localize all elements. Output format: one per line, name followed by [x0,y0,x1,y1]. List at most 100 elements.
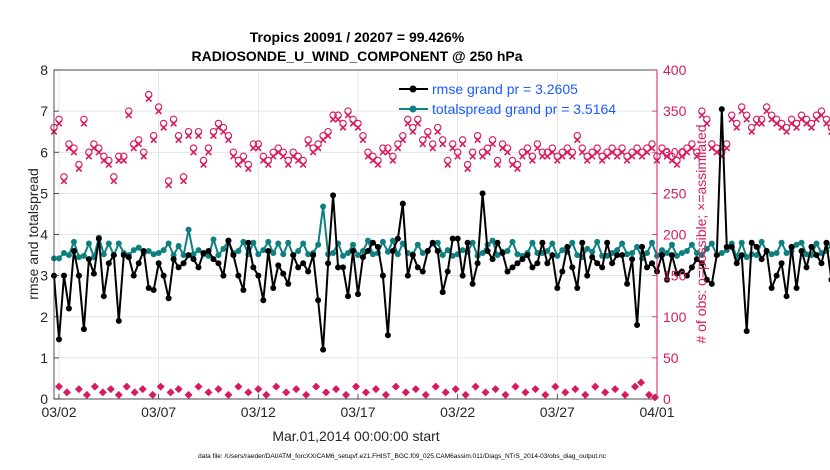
y-axis-right-ticks: 0 50 100 150 200 250 300 350 400 [652,62,687,407]
obs-low-marker [214,385,223,394]
obs-assimilated-stroke [808,124,815,131]
totalspread-point [634,243,641,250]
obs-assimilated-marker [703,120,711,127]
rmse-point [584,272,591,279]
obs-low-marker [521,388,530,397]
rmse-point [65,305,72,312]
obs-low-marker [571,385,580,394]
totalspread-point [100,251,107,258]
totalspread-point [778,239,785,246]
totalspread-point [649,239,656,246]
obs-assimilated-marker [429,144,437,152]
obs-assimilated-marker [753,120,761,127]
obs-assimilated-marker [823,120,830,127]
obs-assimilated-marker [748,128,756,136]
obs-assimilated-stroke [230,152,237,160]
rmse-point [489,256,496,263]
obs-assimilated-marker [264,161,272,168]
obs-assimilated-stroke [279,152,287,160]
obs-assimilated-marker [140,152,148,160]
obs-low-marker [194,382,203,391]
rmse-point [778,260,785,267]
obs-low-marker [98,388,107,397]
totalspread-point [663,250,670,257]
rmse-point [743,328,750,335]
rmse-point [100,293,107,300]
totalspread-point [773,250,780,257]
totalspread-point [350,241,357,248]
rmse-point [85,256,92,263]
obs-assimilated-marker [284,161,292,168]
obs-assimilated-marker [439,140,447,148]
obs-assimilated-marker [75,165,83,173]
obs-assimilated-stroke [175,136,182,144]
rmse-point [514,260,521,267]
obs-assimilated-stroke [798,115,805,123]
totalspread-point [569,239,576,246]
totalspread-point [105,240,112,247]
totalspread-point [320,203,327,210]
obs-assimilated-marker [85,152,93,160]
rmse-point [260,297,267,304]
obs-assimilated-stroke [434,128,442,136]
totalspread-point [379,238,386,245]
obs-assimilated-stroke [474,136,481,144]
totalspread-point [295,247,302,254]
totalspread-point [544,247,551,254]
obs-assimilated-stroke [55,120,63,127]
rmse-point [265,247,272,254]
totalspread-point [384,248,391,255]
rmse-point [205,247,212,254]
y-left-tick-label: 3 [40,268,48,284]
rmse-point [340,264,347,271]
obs-low-marker [471,382,480,391]
obs-assimilated-marker [120,157,128,164]
totalspread-point [559,247,566,254]
totalspread-point [80,252,87,259]
obs-assimilated-marker [723,144,731,152]
rmse-point [718,106,725,113]
obs-assimilated-stroke [294,157,302,164]
rmse-point [813,252,820,259]
rmse-point [150,287,157,294]
obs-assimilated-stroke [115,157,123,164]
obs-assimilated-stroke [80,120,88,127]
rmse-point [130,272,137,279]
rmse-point [80,326,87,333]
obs-assimilated-stroke [75,165,83,173]
obs-assimilated-marker [220,128,227,136]
obs-assimilated-stroke [688,144,696,152]
obs-assimilated-stroke [713,148,721,156]
obs-assimilated-marker [244,165,252,173]
y-left-tick-label: 8 [40,62,48,78]
totalspread-point [718,250,725,257]
obs-assimilated-stroke [578,148,586,156]
obs-assimilated-marker [125,111,133,119]
obs-assimilated-marker [334,115,342,123]
obs-assimilated-marker [618,148,626,156]
totalspread-point [414,241,421,248]
x-tick-label: 03/22 [440,404,475,420]
obs-assimilated-stroke [454,152,462,160]
rmse-point [110,252,117,259]
rmse-point [75,272,82,279]
rmse-point [434,247,441,254]
totalspread-point [589,248,596,255]
obs-assimilated-marker [279,152,287,160]
rmse-point [295,264,302,271]
obs-assimilated-marker [240,157,247,164]
obs-assimilated-marker [170,120,177,127]
obs-assimilated-stroke [329,115,337,123]
totalspread-point [489,237,496,244]
rmse-point [499,250,506,257]
totalspread-point [434,239,441,246]
obs-assimilated-marker [389,157,397,164]
totalspread-point [330,250,337,257]
obs-low-marker [204,388,213,397]
obs-assimilated-stroke [539,152,546,160]
totalspread-point [584,245,591,252]
rmse-point [604,239,611,246]
rmse-point [414,264,421,271]
obs-assimilated-stroke [349,120,357,127]
x-tick-label: 03/12 [241,404,276,420]
